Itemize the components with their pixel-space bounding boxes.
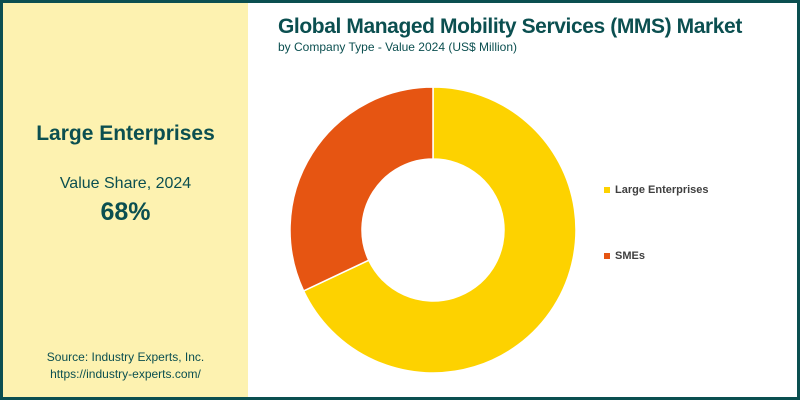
donut-slice-large-enterprises (302, 86, 577, 374)
donut-chart (289, 86, 577, 374)
highlight-value: 68% (100, 198, 151, 226)
highlight-segment: Large Enterprises (36, 122, 215, 145)
legend-swatch (604, 253, 610, 259)
highlight-subtitle: Value Share, 2024 (59, 175, 192, 192)
legend-item-large-enterprises: Large Enterprises (604, 184, 709, 196)
legend-swatch (604, 187, 610, 193)
chart-title: Global Managed Mobility Services (MMS) M… (278, 15, 742, 38)
summary-panel: Large Enterprises Value Share, 2024 68% … (3, 3, 248, 397)
legend-label: SMEs (615, 250, 645, 262)
legend-item-smes: SMEs (604, 250, 645, 262)
source-url[interactable]: https://industry-experts.com/ (50, 367, 201, 381)
donut-slice-smes (289, 86, 434, 292)
chart-subtitle: by Company Type - Value 2024 (US$ Millio… (278, 40, 518, 54)
source-text: Source: Industry Experts, Inc. (46, 350, 205, 364)
chart-frame: Large Enterprises Value Share, 2024 68% … (3, 3, 797, 397)
legend-label: Large Enterprises (615, 184, 709, 196)
